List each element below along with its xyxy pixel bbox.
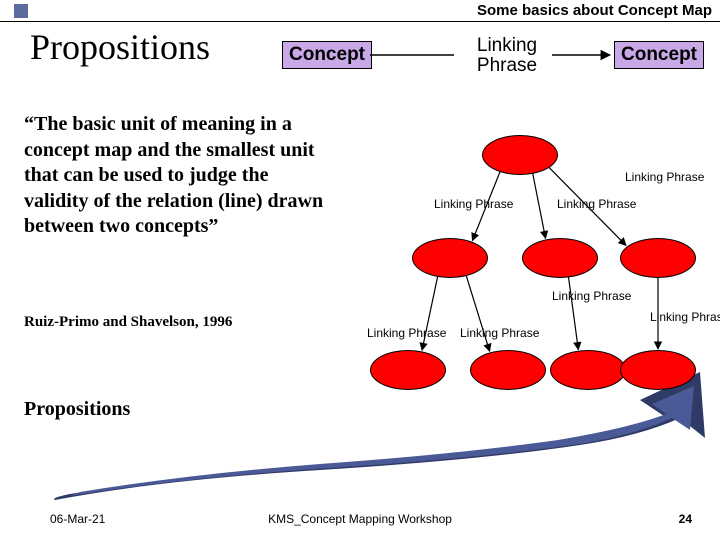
header-text: Some basics about Concept Map	[477, 2, 712, 19]
header-square	[14, 4, 28, 18]
concept-node	[412, 238, 488, 278]
linking-phrase-header: LinkingPhrase	[462, 36, 552, 76]
diagram-svg	[0, 0, 720, 540]
page-title: Propositions	[30, 26, 210, 68]
footer-center: KMS_Concept Mapping Workshop	[0, 512, 720, 526]
concept-node	[370, 350, 446, 390]
concept-node	[470, 350, 546, 390]
definition-quote: “The basic unit of meaning in a concept …	[24, 112, 324, 240]
linking-phrase-label: Linking Phrase	[434, 197, 513, 211]
section-label: Propositions	[24, 398, 130, 421]
concept-node	[620, 350, 696, 390]
concept-node	[522, 238, 598, 278]
linking-phrase-label: Linking Phrase	[552, 289, 631, 303]
citation: Ruiz-Primo and Shavelson, 1996	[24, 314, 232, 331]
footer-page: 24	[679, 512, 692, 526]
concept-node	[550, 350, 626, 390]
concept-node	[620, 238, 696, 278]
linking-phrase-label: Linking Phrase	[557, 197, 636, 211]
linking-phrase-label: Linking Phrase	[460, 326, 539, 340]
linking-phrase-label: Linking Phrase	[650, 310, 720, 324]
linking-phrase-label: Linking Phrase	[625, 170, 704, 184]
concept-box-left: Concept	[282, 41, 372, 69]
linking-phrase-label: Linking Phrase	[367, 326, 446, 340]
concept-box-right: Concept	[614, 41, 704, 69]
concept-node	[482, 135, 558, 175]
